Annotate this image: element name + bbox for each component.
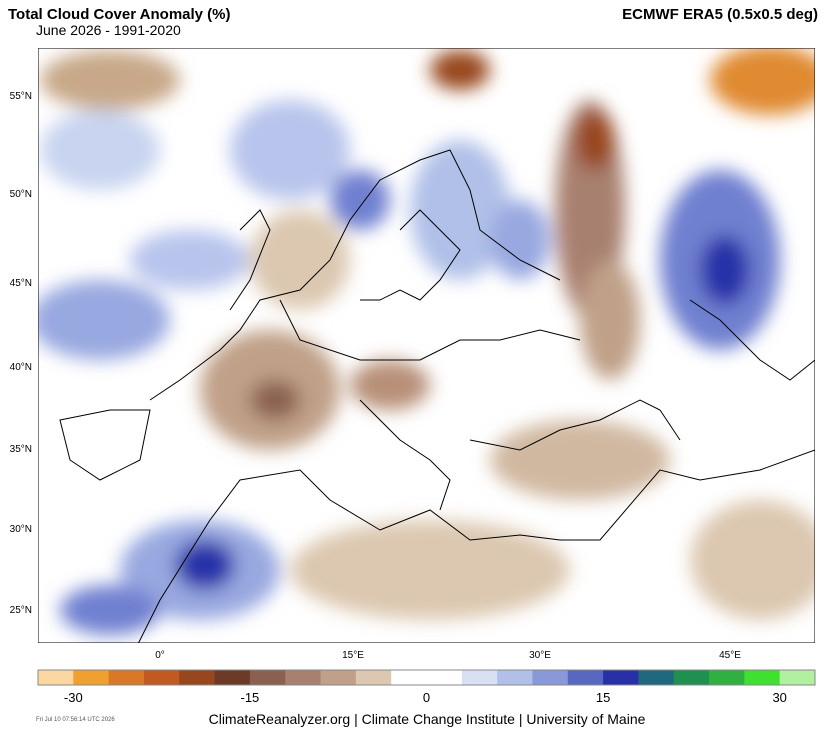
colorbar-tick-label: 0	[423, 690, 430, 705]
colorbar-swatch	[603, 670, 639, 685]
source: ECMWF ERA5 (0.5x0.5 deg)	[622, 6, 818, 23]
colorbar-swatch	[249, 670, 286, 685]
lat-label: 55°N	[10, 91, 32, 102]
colorbar-swatch	[355, 670, 392, 685]
colorbar-swatch	[638, 670, 675, 685]
colorbar-swatch	[285, 670, 322, 685]
colorbar-swatch	[461, 670, 498, 685]
credit: ClimateReanalyzer.org | Climate Change I…	[209, 711, 646, 727]
lon-label: 0°	[155, 650, 165, 661]
lon-label: 15°E	[342, 650, 364, 661]
colorbar-swatch	[214, 670, 251, 685]
timestamp: Fri Jul 10 07:56:14 UTC 2026	[36, 717, 115, 723]
coastlines	[59, 149, 815, 643]
colorbar-tick-label: 15	[596, 690, 610, 705]
lat-labels: 55°N 50°N 45°N 40°N 35°N 30°N 25°N	[10, 91, 32, 616]
colorbar-swatch	[320, 670, 357, 685]
map	[38, 48, 815, 643]
lat-label: 35°N	[10, 444, 32, 455]
colorbar-tick-label: -30	[64, 690, 83, 705]
lat-label: 45°N	[10, 278, 32, 289]
colorbar-swatch	[709, 670, 745, 685]
colorbar-swatch	[497, 670, 533, 685]
colorbar-swatch	[391, 670, 427, 685]
lat-label: 50°N	[10, 189, 32, 200]
colorbar-swatch	[673, 670, 710, 685]
lat-label: 40°N	[10, 362, 32, 373]
colorbar-swatch	[143, 670, 180, 685]
colorbar-swatch	[426, 670, 463, 685]
colorbar-tick-label: 30	[772, 690, 786, 705]
colorbar-tick-label: -15	[241, 690, 260, 705]
colorbar: -30 -15 0 15 30	[37, 669, 816, 705]
colorbar-swatch	[567, 670, 604, 685]
colorbar-swatch	[108, 670, 145, 685]
lat-label: 30°N	[10, 524, 32, 535]
subtitle: June 2026 - 1991-2020	[36, 22, 181, 38]
anomaly-field	[38, 48, 815, 635]
lat-label: 25°N	[10, 605, 32, 616]
colorbar-frame	[37, 669, 816, 686]
lon-label: 30°E	[529, 650, 551, 661]
lon-label: 45°E	[719, 650, 741, 661]
lon-labels: 0° 15°E 30°E 45°E	[155, 650, 741, 661]
colorbar-swatch	[73, 670, 110, 685]
colorbar-swatch	[179, 670, 216, 685]
title: Total Cloud Cover Anomaly (%)	[8, 6, 231, 23]
colorbar-swatch	[744, 670, 781, 685]
colorbar-swatch	[38, 670, 74, 685]
colorbar-swatch	[532, 670, 569, 685]
colorbar-swatch	[779, 670, 816, 685]
